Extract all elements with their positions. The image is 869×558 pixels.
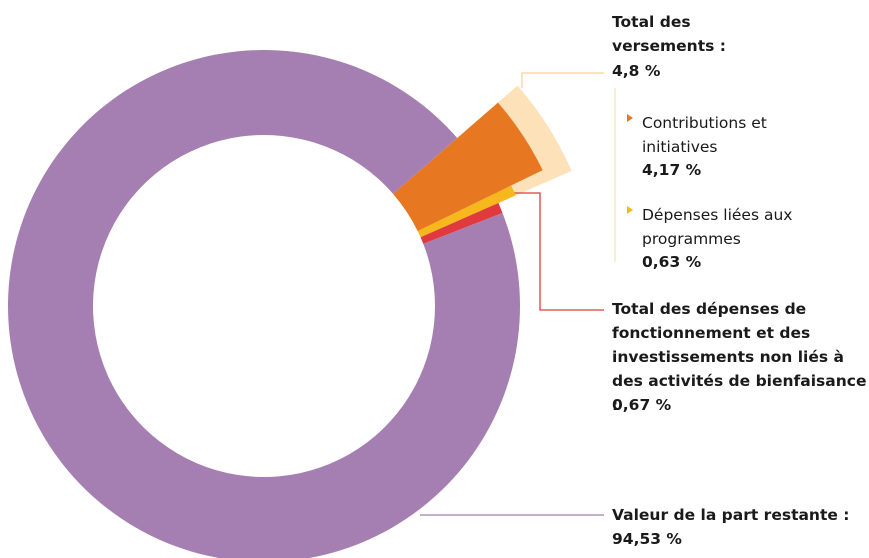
group-value: 4,8 % xyxy=(612,62,661,80)
donut-segment xyxy=(8,50,520,558)
value-label: 0,63 % xyxy=(642,253,702,271)
leader-line xyxy=(492,192,604,311)
bullet xyxy=(627,114,633,122)
group-label: Total des versements : xyxy=(612,13,726,55)
category-label: Valeur de la part restante : xyxy=(612,506,850,524)
category-label: Total des dépenses de fonctionnement et … xyxy=(612,300,867,414)
donut-segment xyxy=(393,102,543,232)
value-label: 4,17 % xyxy=(642,161,702,179)
category-label: Contributions et initiatives xyxy=(642,114,767,156)
donut-segment xyxy=(417,185,516,238)
leader-line xyxy=(521,72,604,88)
category-label: Dépenses liées aux programmes xyxy=(642,206,793,248)
value-label: 0,67 % xyxy=(612,396,672,414)
donut-segment xyxy=(420,203,503,244)
bullet xyxy=(627,206,633,214)
value-label: 94,53 % xyxy=(612,530,682,548)
